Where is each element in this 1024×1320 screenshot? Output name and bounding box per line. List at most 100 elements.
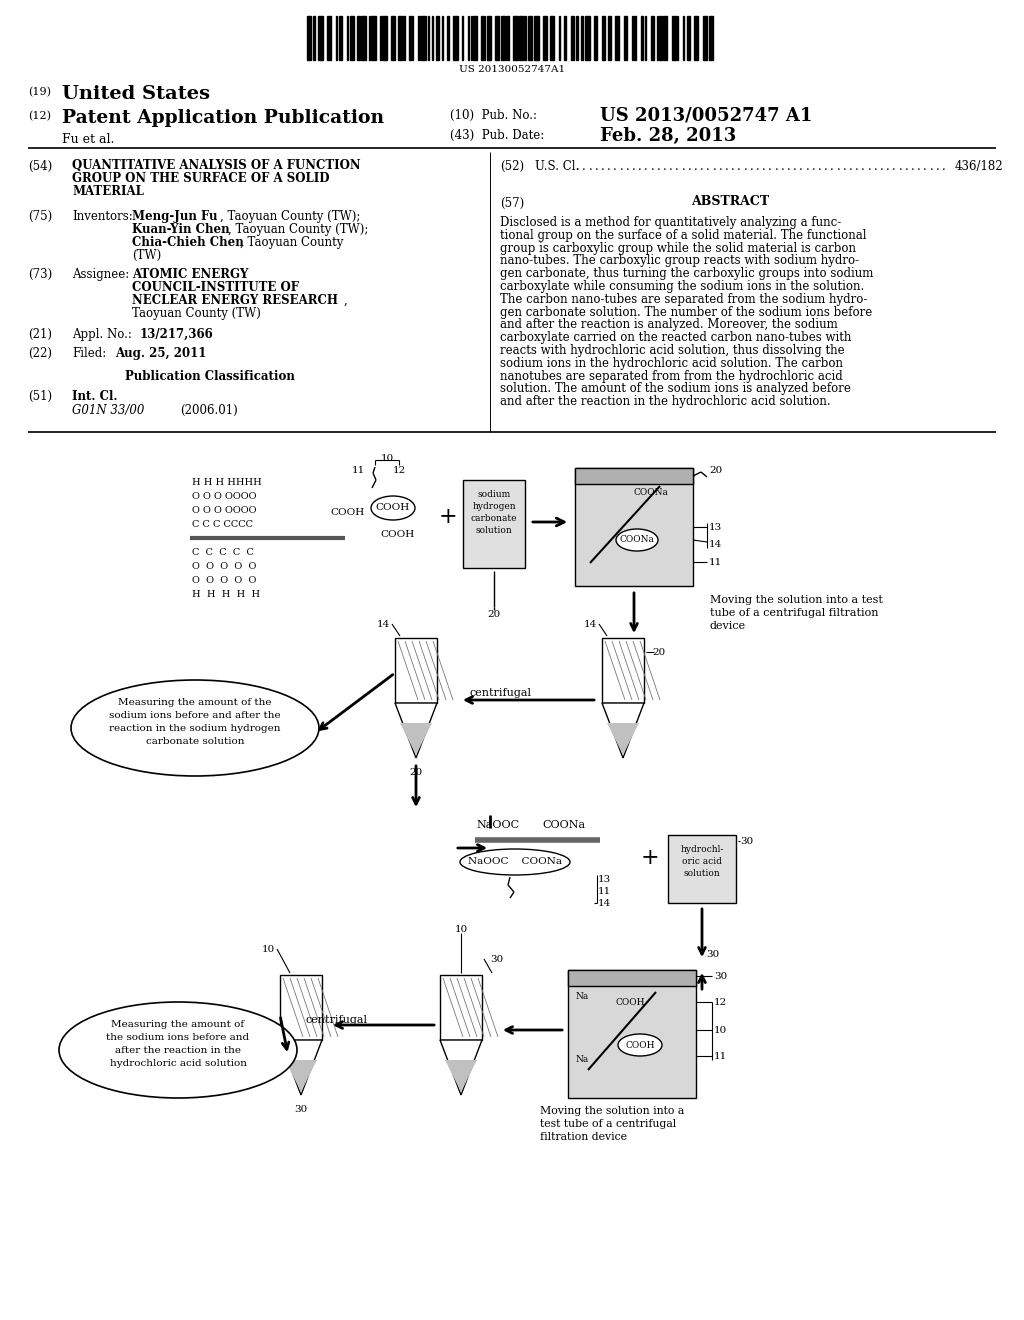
Bar xyxy=(645,16,646,59)
Bar xyxy=(568,970,696,986)
Text: 11: 11 xyxy=(352,466,365,475)
Text: .: . xyxy=(694,160,697,173)
Text: .: . xyxy=(731,160,735,173)
Text: hydrogen: hydrogen xyxy=(472,502,516,511)
Bar xyxy=(369,16,370,59)
Ellipse shape xyxy=(71,680,319,776)
Bar xyxy=(471,16,472,59)
Text: 20: 20 xyxy=(652,648,666,657)
Text: 10: 10 xyxy=(380,454,393,463)
Ellipse shape xyxy=(460,849,570,875)
Text: Measuring the amount of: Measuring the amount of xyxy=(112,1020,245,1030)
Text: 13: 13 xyxy=(709,523,722,532)
Bar xyxy=(650,16,654,59)
Text: 11: 11 xyxy=(598,887,611,896)
Text: (2006.01): (2006.01) xyxy=(180,404,238,417)
Text: US 20130052747A1: US 20130052747A1 xyxy=(459,65,565,74)
Text: 30: 30 xyxy=(706,950,719,960)
Text: MATERIAL: MATERIAL xyxy=(72,185,144,198)
Bar xyxy=(641,16,643,59)
Text: .: . xyxy=(725,160,728,173)
Polygon shape xyxy=(400,723,432,755)
Text: (75): (75) xyxy=(28,210,52,223)
Text: COONa: COONa xyxy=(633,488,668,498)
Text: +: + xyxy=(438,506,458,528)
Polygon shape xyxy=(395,704,437,758)
Text: gen carbonate solution. The number of the sodium ions before: gen carbonate solution. The number of th… xyxy=(500,306,872,318)
Bar xyxy=(524,16,526,59)
Bar xyxy=(484,16,485,59)
Text: Na: Na xyxy=(575,1055,589,1064)
Text: .: . xyxy=(768,160,772,173)
Text: COOH: COOH xyxy=(616,998,645,1007)
Text: 11: 11 xyxy=(709,558,722,568)
Bar xyxy=(361,16,366,59)
Bar xyxy=(550,16,554,59)
Bar xyxy=(418,16,420,59)
Text: sodium: sodium xyxy=(477,490,511,499)
Text: .: . xyxy=(886,160,890,173)
Text: carbonate solution: carbonate solution xyxy=(145,737,245,746)
Text: 20: 20 xyxy=(410,768,423,777)
Polygon shape xyxy=(285,1060,317,1092)
Text: GROUP ON THE SURFACE OF A SOLID: GROUP ON THE SURFACE OF A SOLID xyxy=(72,172,330,185)
Text: (19): (19) xyxy=(28,87,51,98)
Bar xyxy=(564,16,566,59)
Bar xyxy=(634,16,636,59)
Text: carbonate: carbonate xyxy=(471,513,517,523)
Bar xyxy=(575,469,693,484)
Text: 436/182: 436/182 xyxy=(955,160,1004,173)
Bar xyxy=(339,16,342,59)
Text: Moving the solution into a: Moving the solution into a xyxy=(540,1106,684,1115)
Text: .: . xyxy=(632,160,636,173)
Text: Inventors:: Inventors: xyxy=(72,210,133,223)
Text: .: . xyxy=(589,160,592,173)
Text: .: . xyxy=(620,160,624,173)
Text: H H H HHHH: H H H HHHH xyxy=(193,478,262,487)
Text: .: . xyxy=(910,160,914,173)
Bar xyxy=(468,16,469,59)
Text: .: . xyxy=(601,160,604,173)
Text: .: . xyxy=(750,160,754,173)
Bar xyxy=(710,16,713,59)
Text: nano-tubes. The carboxylic group reacts with sodium hydro-: nano-tubes. The carboxylic group reacts … xyxy=(500,255,859,268)
Bar xyxy=(382,16,387,59)
Text: 20: 20 xyxy=(709,466,722,475)
Text: 13/217,366: 13/217,366 xyxy=(140,327,214,341)
Text: Int. Cl.: Int. Cl. xyxy=(72,389,118,403)
Bar xyxy=(463,480,525,568)
Text: 10: 10 xyxy=(714,1026,727,1035)
Text: H  H  H  H  H: H H H H H xyxy=(193,590,260,599)
Bar xyxy=(558,16,560,59)
Text: Appl. No.:: Appl. No.: xyxy=(72,327,132,341)
Bar xyxy=(318,16,323,59)
Text: .: . xyxy=(626,160,630,173)
Text: (52): (52) xyxy=(500,160,524,173)
Text: .: . xyxy=(583,160,586,173)
Text: test tube of a centrifugal: test tube of a centrifugal xyxy=(540,1119,676,1129)
Bar xyxy=(336,16,337,59)
Bar xyxy=(577,16,579,59)
Text: hydrochloric acid solution: hydrochloric acid solution xyxy=(110,1059,247,1068)
Text: , Taoyuan County (TW);: , Taoyuan County (TW); xyxy=(220,210,360,223)
Bar xyxy=(327,16,332,59)
Bar xyxy=(428,16,429,59)
Polygon shape xyxy=(440,1040,482,1096)
Text: COOH: COOH xyxy=(626,1040,654,1049)
Bar xyxy=(496,16,499,59)
Bar xyxy=(535,16,539,59)
Text: O  O  O  O  O: O O O O O xyxy=(193,562,256,572)
Bar xyxy=(608,16,610,59)
Text: O  O  O  O  O: O O O O O xyxy=(193,576,256,585)
Text: 30: 30 xyxy=(740,837,754,846)
Text: (12): (12) xyxy=(28,111,51,121)
Text: Publication Classification: Publication Classification xyxy=(125,370,295,383)
Text: .: . xyxy=(861,160,865,173)
Text: .: . xyxy=(663,160,667,173)
Text: .: . xyxy=(824,160,827,173)
Text: .: . xyxy=(867,160,871,173)
Text: O O O OOOO: O O O OOOO xyxy=(193,506,256,515)
Bar xyxy=(486,16,490,59)
Text: 30: 30 xyxy=(294,1105,307,1114)
Bar xyxy=(575,469,693,586)
